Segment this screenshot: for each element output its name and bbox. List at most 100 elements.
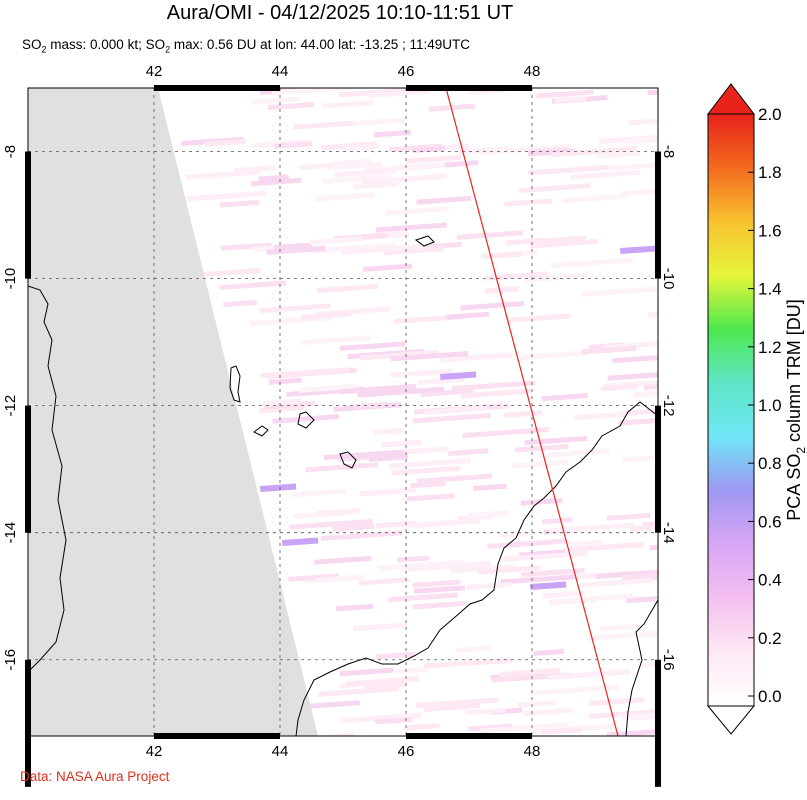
swath-pixel	[580, 577, 653, 588]
swath-pixel	[359, 349, 439, 361]
swath-pixel	[318, 686, 400, 697]
swath-pixel	[353, 181, 399, 190]
swath-pixel	[423, 405, 487, 416]
colorbar: 0.0 0.2 0.4 0.6 0.8 1.0 1.2 1.4 1.6 1.8 2.0 PCA SO…	[706, 83, 807, 735]
swath-pixel	[310, 700, 360, 709]
swath-pixel	[335, 603, 374, 612]
swath-pixel	[367, 88, 430, 99]
swath-pixel	[343, 143, 379, 151]
swath-pixel	[342, 712, 422, 724]
colorbar-tick-label: 1.4	[758, 280, 782, 299]
chart-title: Aura/OMI - 04/12/2025 10:10-11:51 UT	[166, 2, 514, 24]
swath-pixel	[548, 669, 631, 681]
swath-pixel	[504, 198, 553, 207]
swath-pixel	[499, 530, 533, 538]
swath-pixel	[406, 493, 455, 502]
swath-pixel	[549, 522, 635, 534]
frame-bar-top	[154, 85, 280, 91]
swath-pixel	[308, 242, 396, 254]
colorbar-tick-label: 0.6	[758, 512, 782, 531]
swath-pixel	[373, 129, 412, 138]
swath-pixel	[503, 410, 543, 418]
swath-pixel	[541, 517, 573, 525]
subtitle-max: max: 0.56 DU at lon: 44.00 lat: -13.25 ;…	[170, 37, 471, 52]
swath-pixel	[473, 483, 507, 492]
swath-pixel	[322, 732, 355, 736]
swath-pixel	[288, 573, 339, 582]
swath-pixel	[622, 136, 658, 145]
swath-pixel	[272, 88, 359, 96]
swath-pixel	[536, 89, 594, 99]
swath-pixel	[622, 455, 655, 463]
swath-pixel	[450, 564, 515, 574]
y-tick-label-left: -12	[2, 395, 19, 417]
subtitle-sub-b: 2	[165, 44, 171, 55]
swath-pixel	[412, 579, 461, 588]
swath-pixel	[266, 245, 326, 255]
swath-pixel	[385, 206, 449, 216]
swath-pixel	[341, 243, 427, 255]
swath-pixel	[263, 400, 315, 410]
swath-pixel	[263, 398, 302, 406]
swath-pixel	[537, 235, 587, 244]
swath-pixel-high	[440, 371, 477, 380]
swath-pixel	[405, 518, 481, 529]
x-tick-label-top: 44	[272, 63, 289, 80]
swath-pixel	[298, 383, 358, 393]
subtitle-sub-a: 2	[41, 44, 47, 55]
swath-pixel	[273, 242, 313, 251]
swath-pixel	[320, 530, 403, 541]
swath-pixel	[375, 222, 447, 233]
swath-pixel	[305, 462, 378, 473]
swath-pixel	[377, 559, 466, 571]
swath-pixel	[267, 101, 315, 111]
swath-pixel	[466, 581, 512, 590]
swath-pixel	[389, 458, 472, 469]
colorbar-label: PCA SO2 column TRM [DU]	[784, 299, 807, 520]
swath-pixel	[491, 674, 537, 683]
swath-pixel	[316, 283, 379, 294]
swath-pixel	[364, 681, 406, 690]
colorbar-tick-label: 2.0	[758, 105, 782, 124]
swath-pixel	[259, 303, 331, 314]
coastlines	[28, 235, 658, 736]
frame-bar-right	[655, 405, 661, 533]
swath-pixel	[551, 257, 634, 269]
swath-pixel	[618, 414, 658, 426]
x-tick-label-bottom: 44	[272, 743, 289, 760]
frame-bar-left	[25, 659, 31, 787]
y-tick-label-right: -14	[660, 522, 677, 544]
swath-pixel	[541, 393, 589, 402]
swath-pixel	[521, 567, 585, 578]
coast-madagascar-north	[295, 401, 658, 736]
swath-pixel	[445, 311, 490, 320]
swath-pixel	[300, 335, 371, 346]
y-tick-label-left: -8	[2, 145, 19, 158]
x-tick-label-bottom: 46	[398, 743, 415, 760]
swath-pixel	[274, 141, 313, 149]
swath-pixel	[600, 383, 638, 392]
swath-pixel	[482, 143, 571, 156]
swath-pixel	[460, 388, 532, 399]
swath-pixel	[630, 523, 658, 532]
y-tick-label-left: -10	[2, 268, 19, 290]
swath-pixel	[360, 173, 447, 185]
swath-pixel	[477, 565, 540, 575]
swath-pixel	[639, 658, 658, 668]
swath-pixel	[334, 168, 396, 178]
swath-pixel	[520, 497, 563, 506]
swath-pixel	[357, 386, 445, 398]
swath-pixel	[332, 523, 375, 532]
swath-pixel-high	[260, 483, 297, 492]
swath-pixel	[621, 712, 658, 721]
swath-pixel	[606, 727, 658, 736]
coast-aldabra	[414, 235, 435, 247]
swath-pixel	[529, 238, 599, 249]
swath-pixel	[527, 164, 609, 176]
coast-grande-comore	[229, 365, 241, 403]
swath-pixel	[506, 237, 547, 246]
swath-pixel	[561, 193, 627, 204]
swath-pixel	[339, 667, 394, 677]
y-tick-label-left: -16	[2, 649, 19, 671]
swath-pixel	[423, 660, 469, 669]
